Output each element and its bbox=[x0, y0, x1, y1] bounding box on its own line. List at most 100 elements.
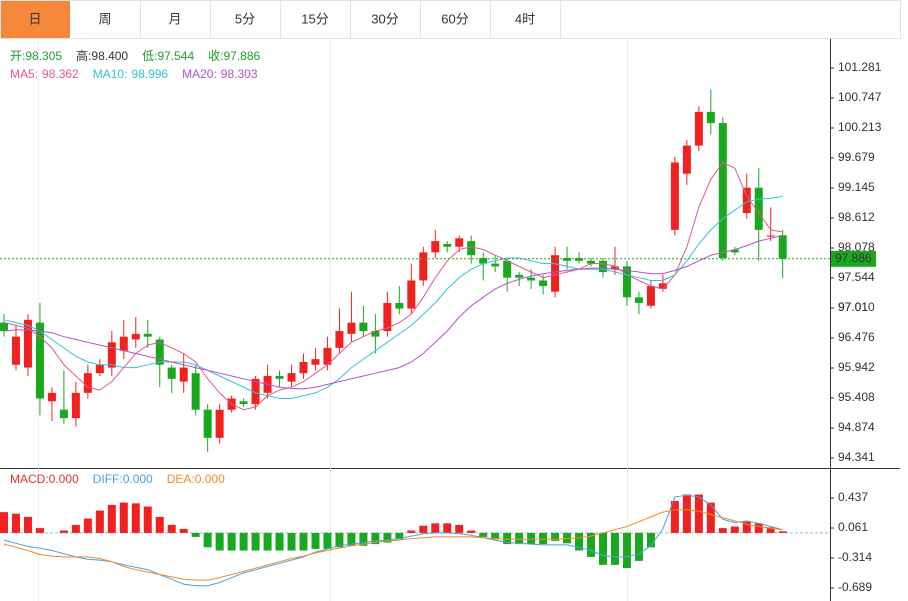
tab[interactable]: 60分 bbox=[441, 11, 468, 26]
y-tick-label: 101.281 bbox=[838, 60, 882, 74]
macd-bar bbox=[215, 532, 224, 551]
candle-body bbox=[730, 249, 739, 253]
candle-body bbox=[527, 277, 536, 281]
macd-bar bbox=[275, 532, 284, 551]
legend-value: 0.000 bbox=[49, 472, 79, 486]
macd-bar bbox=[407, 530, 416, 533]
candle-body bbox=[335, 331, 344, 348]
tab-active bbox=[1, 1, 70, 38]
tab[interactable]: 15分 bbox=[301, 11, 328, 26]
candle-body bbox=[371, 331, 380, 337]
legend-value: 0.000 bbox=[123, 472, 153, 486]
macd-bar bbox=[587, 532, 596, 557]
macd-bar bbox=[419, 525, 428, 533]
y-tick-label: 94.874 bbox=[838, 420, 875, 434]
macd-bar bbox=[383, 532, 392, 543]
macd-bar bbox=[11, 513, 20, 533]
macd-bar bbox=[23, 516, 32, 533]
y-tick-label: 98.078 bbox=[838, 240, 875, 254]
legend-name: 高: bbox=[76, 48, 91, 63]
tab[interactable]: 30分 bbox=[371, 11, 398, 26]
macd-bar bbox=[203, 532, 212, 548]
candle-body bbox=[658, 283, 667, 289]
candle-body bbox=[443, 243, 452, 247]
candle-body bbox=[59, 409, 68, 419]
legend-name: MA5: bbox=[10, 67, 38, 81]
tab[interactable]: 日 bbox=[28, 11, 41, 26]
candle-body bbox=[0, 322, 8, 332]
tab[interactable]: 5分 bbox=[235, 11, 255, 26]
macd-bar bbox=[610, 532, 619, 565]
legend-value: 98.400 bbox=[91, 49, 128, 63]
candle-body bbox=[539, 280, 548, 287]
macd-bar bbox=[59, 530, 68, 533]
candle-body bbox=[323, 347, 332, 365]
legend-value: 97.886 bbox=[223, 49, 260, 63]
macd-bar bbox=[119, 502, 128, 533]
macd-bar bbox=[443, 523, 452, 533]
macd-bar bbox=[107, 504, 116, 533]
macd-bar bbox=[251, 532, 260, 551]
tab[interactable]: 4时 bbox=[515, 11, 535, 26]
macd-bar bbox=[179, 528, 188, 533]
candle-body bbox=[479, 257, 488, 264]
macd-bar bbox=[263, 532, 272, 551]
legend-value: 98.303 bbox=[221, 67, 258, 81]
legend: MA5: 98.362 MA10: 98.996 MA20: 98.303 bbox=[10, 67, 258, 81]
candle-body bbox=[670, 162, 679, 230]
y-tick-label: 99.679 bbox=[838, 150, 875, 164]
candle-body bbox=[587, 260, 596, 264]
macd-bar bbox=[311, 532, 320, 549]
candle-body bbox=[646, 286, 655, 306]
ma-line bbox=[3, 234, 783, 390]
candle-body bbox=[311, 359, 320, 365]
macd-bar bbox=[622, 532, 631, 569]
macd-bar bbox=[467, 530, 476, 533]
macd-bar bbox=[706, 502, 715, 533]
macd-bar bbox=[766, 527, 775, 533]
macd-bar bbox=[778, 531, 787, 533]
y-tick-label: 0.437 bbox=[838, 490, 868, 504]
macd-bar bbox=[670, 500, 679, 533]
legend-name: MA20: bbox=[182, 67, 217, 81]
legend: MACD:0.000 DIFF:0.000 DEA:0.000 bbox=[10, 472, 225, 486]
macd-bar bbox=[527, 532, 536, 545]
y-tick-label: 99.145 bbox=[838, 180, 875, 194]
candle-body bbox=[694, 111, 703, 146]
candle-body bbox=[167, 367, 176, 379]
macd-bar bbox=[634, 532, 643, 561]
tab[interactable]: 月 bbox=[168, 11, 181, 26]
macd-bar bbox=[323, 532, 332, 549]
candle-body bbox=[610, 266, 619, 270]
tab[interactable]: 周 bbox=[98, 11, 111, 26]
macd-bar bbox=[371, 532, 380, 545]
candle-body bbox=[551, 255, 560, 292]
candle-body bbox=[143, 333, 152, 337]
candle-body bbox=[742, 187, 751, 214]
macd-bar bbox=[455, 524, 464, 533]
y-tick-label: 100.213 bbox=[838, 120, 882, 134]
candle-body bbox=[575, 257, 584, 261]
macd-bar bbox=[131, 503, 140, 533]
candle-body bbox=[682, 145, 691, 174]
candle-body bbox=[203, 409, 212, 438]
macd-bar bbox=[754, 523, 763, 533]
candle-body bbox=[431, 241, 440, 253]
candle-body bbox=[131, 333, 140, 340]
macd-bar bbox=[694, 494, 703, 533]
candle-body bbox=[359, 322, 368, 332]
y-tick-label: 96.476 bbox=[838, 330, 875, 344]
candle-body bbox=[383, 302, 392, 332]
macd-bar bbox=[718, 528, 727, 533]
macd-bar bbox=[191, 532, 200, 537]
macd-bar bbox=[143, 506, 152, 533]
last-price-label: 97.886 bbox=[835, 251, 872, 265]
legend: 开:98.305 高:98.400 低:97.544 收:97.886 bbox=[10, 48, 261, 63]
legend-name: DEA: bbox=[167, 472, 195, 486]
macd-bar bbox=[479, 532, 488, 537]
candle-body bbox=[395, 302, 404, 309]
candle-body bbox=[599, 260, 607, 273]
macd-bar bbox=[503, 532, 512, 545]
candle-body bbox=[179, 367, 188, 382]
